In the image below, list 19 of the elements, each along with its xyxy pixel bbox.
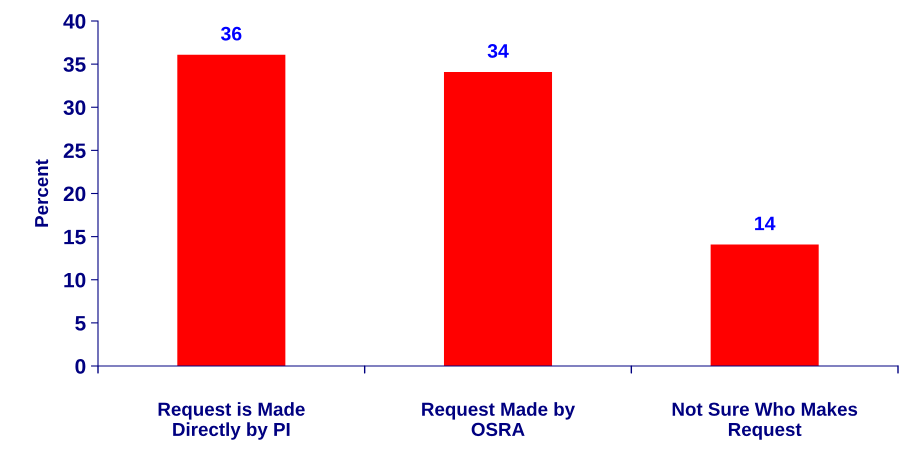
y-tick-label: 30 — [64, 100, 86, 116]
data-label: 14 — [755, 216, 776, 230]
bar — [710, 244, 819, 366]
y-tick-label: 20 — [64, 186, 86, 202]
x-tick-label: Request Made by OSRA — [422, 402, 576, 436]
data-label: 34 — [488, 44, 509, 58]
bar — [444, 72, 552, 366]
y-tick-label: 10 — [64, 272, 86, 288]
y-tick-label: 40 — [63, 14, 86, 29]
data-label: 36 — [220, 26, 242, 41]
y-tick-label: 15 — [64, 230, 86, 244]
y-axis-title: Percent — [35, 159, 48, 227]
x-tick-label: Not Sure Who Makes Request — [672, 402, 858, 440]
y-tick-label: 5 — [75, 316, 86, 331]
y-tick-label: 35 — [64, 57, 86, 72]
bar — [177, 54, 286, 366]
x-tick-label: Request is Made Directly by PI — [158, 402, 305, 440]
y-tick-label: 0 — [75, 359, 86, 374]
y-tick-label: 25 — [64, 143, 86, 158]
